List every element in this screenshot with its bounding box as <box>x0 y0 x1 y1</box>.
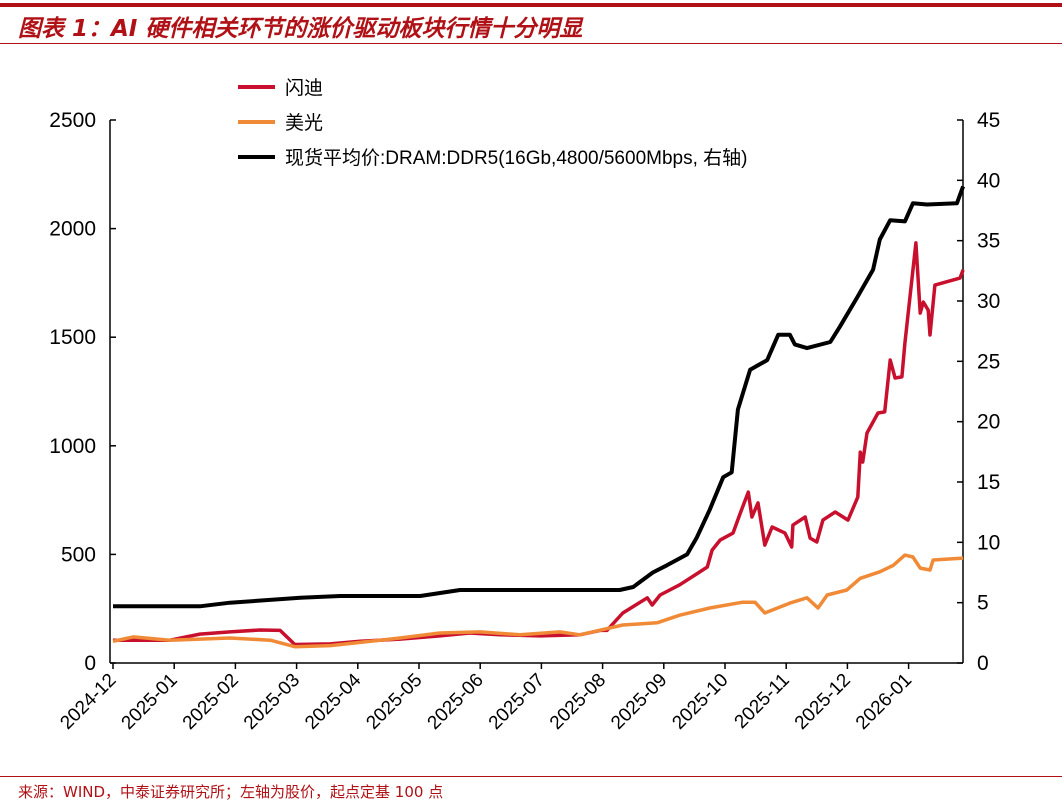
series-line-1 <box>112 553 964 649</box>
x-tick-label: 2026-01 <box>852 670 916 734</box>
right-tick-label: 15 <box>977 471 1000 494</box>
series-line-2 <box>113 185 965 609</box>
title-bottom-rule <box>0 43 1062 44</box>
left-tick-label: 0 <box>84 652 96 675</box>
right-tick-label: 45 <box>977 109 1000 132</box>
figure-title: 图表 1：AI 硬件相关环节的涨价驱动板块行情十分明显 <box>18 16 583 42</box>
left-tick-label: 1500 <box>49 326 96 349</box>
right-tick-label: 25 <box>977 350 1000 373</box>
x-tick-label: 2025-10 <box>668 670 732 734</box>
right-tick-label: 10 <box>977 531 1000 554</box>
x-tick-label: 2025-08 <box>546 670 610 734</box>
x-tick-label: 2024-12 <box>56 670 120 734</box>
x-tick-label: 2025-04 <box>301 669 365 733</box>
left-tick-label: 2000 <box>49 218 96 241</box>
x-tick-label: 2025-06 <box>424 670 488 734</box>
left-tick-label: 2500 <box>49 109 96 132</box>
right-tick-label: 40 <box>977 169 1000 192</box>
right-tick-label: 0 <box>977 652 989 675</box>
legend-label-1: 美光 <box>285 112 323 134</box>
title-top-rule <box>0 3 1062 7</box>
source-note: 来源：WIND，中泰证券研究所；左轴为股价，起点定基 100 点 <box>18 783 444 801</box>
x-tick-label: 2025-09 <box>607 670 671 734</box>
right-tick-label: 20 <box>977 411 1000 434</box>
x-tick-label: 2025-11 <box>731 670 794 733</box>
x-tick-label: 2025-07 <box>485 670 549 734</box>
legend-label-0: 闪迪 <box>285 77 323 99</box>
x-tick-label: 2025-02 <box>179 670 243 734</box>
legend-label-2: 现货平均价:DRAM:DDR5(16Gb,4800/5600Mbps, 右轴) <box>285 147 747 169</box>
right-tick-label: 30 <box>977 290 1000 313</box>
right-tick-label: 35 <box>977 230 1000 253</box>
footer-rule <box>0 776 1062 777</box>
right-tick-label: 5 <box>977 592 989 615</box>
x-tick-label: 2025-03 <box>240 670 304 734</box>
x-tick-label: 2025-05 <box>362 670 426 734</box>
x-tick-label: 2025-12 <box>791 670 855 734</box>
x-tick-label: 2025-01 <box>118 670 182 734</box>
left-tick-label: 1000 <box>49 435 96 458</box>
series-line-0 <box>113 241 965 647</box>
left-tick-label: 500 <box>61 543 96 566</box>
